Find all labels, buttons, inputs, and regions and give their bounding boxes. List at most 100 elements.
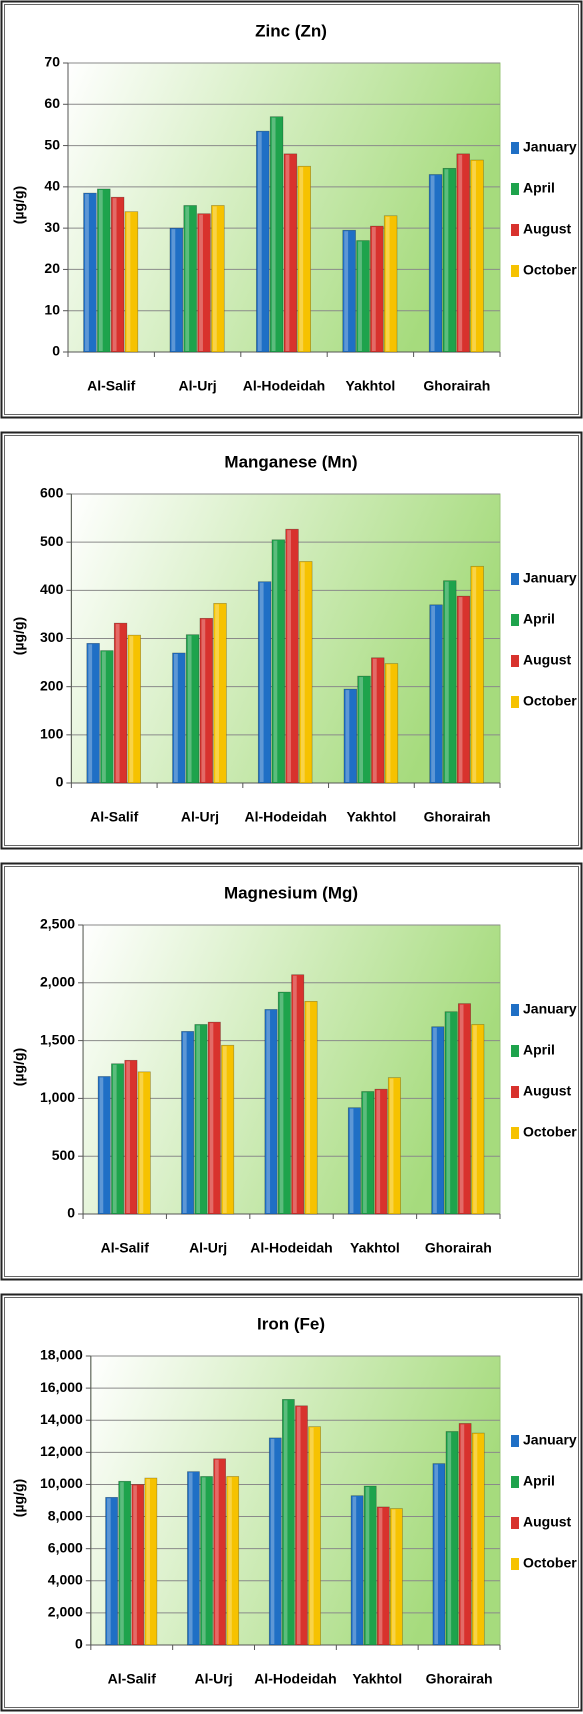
bar-highlight [371, 227, 376, 351]
bar-highlight [107, 1498, 111, 1644]
y-tick-label: 0 [56, 774, 64, 790]
bar [97, 1076, 111, 1215]
bar-highlight [279, 993, 284, 1213]
x-tick-label: Al-Urj [179, 378, 217, 394]
bar-highlight [473, 1434, 478, 1644]
legend-label: October [523, 1555, 577, 1571]
legend-swatch [511, 1045, 519, 1057]
y-axis-label: (µg/g) [11, 186, 27, 224]
y-tick-label: 100 [40, 726, 64, 742]
legend-swatch [511, 1517, 519, 1529]
chart-title: Manganese (Mn) [224, 452, 357, 471]
y-tick-label: 16,000 [40, 1379, 83, 1395]
bar-highlight [187, 635, 192, 782]
bar-highlight [386, 664, 391, 782]
bar-highlight [88, 644, 93, 782]
bar [187, 1471, 200, 1646]
bar [124, 211, 139, 353]
bar-highlight [196, 1025, 200, 1213]
bar [97, 188, 111, 353]
bar-highlight [222, 1046, 227, 1213]
y-tick-label: 2,000 [40, 974, 75, 990]
bar-highlight [389, 1078, 394, 1213]
y-tick-label: 60 [44, 95, 60, 111]
bar-highlight [472, 161, 476, 351]
bar [443, 580, 457, 784]
bar-highlight [444, 169, 449, 351]
x-tick-label: Al-Urj [189, 1240, 227, 1256]
x-tick-label: Al-Hodeidah [250, 1240, 332, 1256]
x-tick-label: Ghorairah [424, 809, 491, 825]
y-tick-label: 10 [44, 301, 60, 317]
legend-label: August [523, 1514, 572, 1530]
y-tick-label: 14,000 [40, 1411, 83, 1427]
y-tick-label: 50 [44, 136, 60, 152]
bar [471, 1432, 485, 1646]
legend-label: January [523, 570, 577, 586]
bar [283, 153, 298, 353]
bar-highlight [472, 567, 477, 782]
x-tick-label: Yakhtol [350, 1240, 400, 1256]
bar [86, 643, 100, 784]
bar-highlight [344, 231, 349, 351]
y-tick-label: 200 [40, 677, 64, 693]
bar-highlight [365, 1487, 370, 1644]
bar-highlight [273, 540, 278, 782]
bar [356, 240, 370, 353]
bar [264, 1009, 278, 1215]
bar [110, 196, 125, 353]
bar-highlight [182, 1032, 187, 1213]
bar [211, 205, 225, 353]
bar-highlight [349, 1108, 354, 1213]
bar [124, 1059, 138, 1215]
legend-label: August [523, 1083, 572, 1099]
bar [144, 1477, 158, 1646]
x-tick-label: Al-Salif [87, 378, 136, 394]
chart-panel: Magnesium (Mg) (µg/g) 0 500 1,000 1,500 2,000 2… [0, 862, 583, 1281]
bar-highlight [129, 636, 134, 782]
legend-label: August [523, 652, 572, 668]
bar-highlight [185, 206, 190, 351]
bar-highlight [85, 194, 89, 351]
x-tick-label: Al-Salif [90, 809, 139, 825]
legend-label: October [523, 262, 577, 278]
y-axis-label: (µg/g) [11, 617, 27, 655]
bar-highlight [433, 1027, 437, 1213]
bar-highlight [102, 651, 106, 782]
legend-swatch [511, 224, 519, 236]
bar-highlight [112, 198, 117, 351]
bar [383, 215, 398, 353]
bar [194, 1024, 208, 1215]
bar [361, 1091, 375, 1215]
bar-highlight [188, 1472, 193, 1644]
bar [226, 1476, 240, 1646]
bar-highlight [473, 1025, 477, 1213]
bar-highlight [126, 1061, 130, 1213]
legend-swatch [511, 1004, 519, 1016]
bar-highlight [430, 175, 435, 351]
bar-highlight [285, 154, 290, 351]
x-tick-label: Ghorairah [423, 378, 490, 394]
bar [297, 165, 311, 353]
y-tick-label: 2,500 [40, 916, 75, 932]
x-tick-label: Al-Salif [108, 1671, 157, 1687]
bar [213, 1458, 226, 1646]
bar-highlight [215, 1459, 219, 1644]
y-tick-label: 300 [40, 629, 64, 645]
bar-highlight [287, 530, 291, 782]
x-tick-label: Al-Hodeidah [254, 1671, 336, 1687]
bar-highlight [199, 214, 203, 351]
bar-highlight [345, 690, 350, 782]
bar-highlight [266, 1010, 271, 1213]
legend-swatch [511, 614, 519, 626]
y-tick-label: 30 [44, 219, 60, 235]
bar [308, 1426, 321, 1646]
bar-highlight [447, 1432, 452, 1644]
y-tick-label: 40 [44, 178, 60, 194]
bar [471, 1024, 485, 1215]
legend-label: October [523, 693, 577, 709]
bar-highlight [293, 975, 297, 1213]
bar-highlight [310, 1427, 314, 1644]
y-tick-label: 10,000 [40, 1475, 83, 1491]
